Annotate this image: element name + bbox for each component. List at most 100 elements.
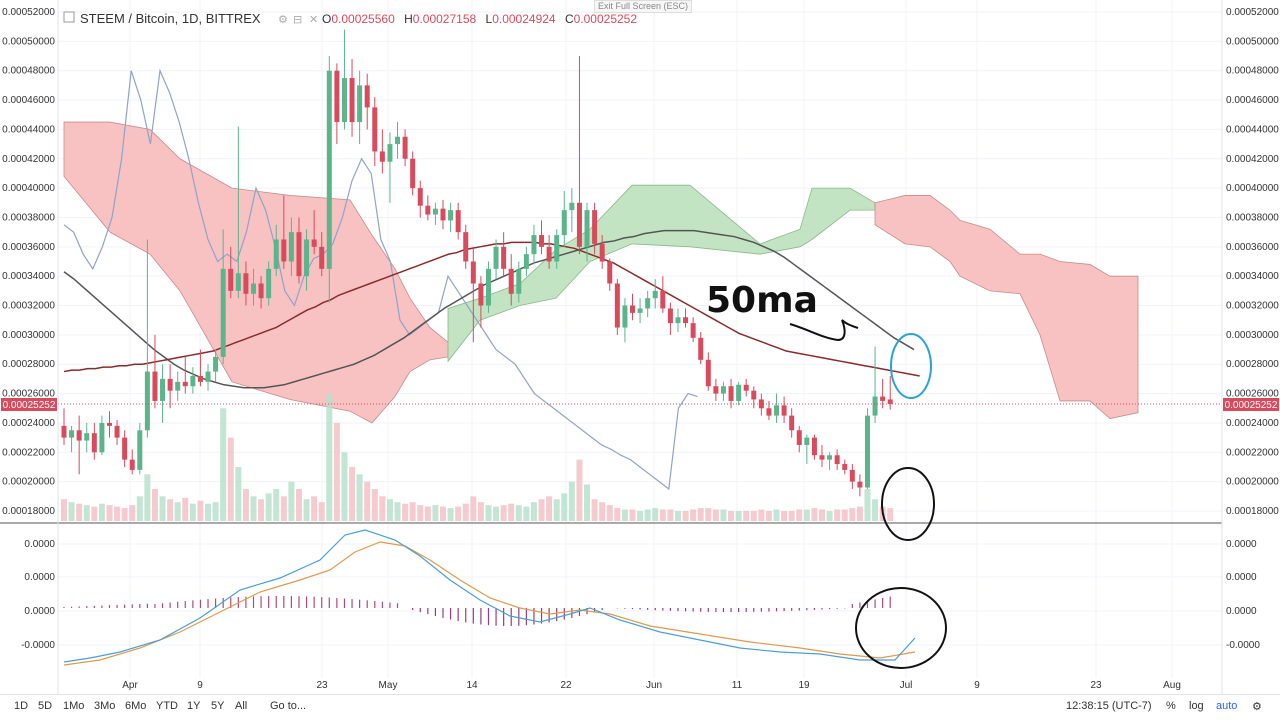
time-tick: 14 — [466, 680, 478, 691]
candle-body — [190, 375, 196, 387]
volume-bar — [91, 506, 98, 521]
volume-bar — [485, 505, 492, 521]
candle-body — [478, 283, 484, 306]
volume-bar — [265, 493, 272, 521]
auto-toggle[interactable]: auto — [1216, 700, 1238, 712]
macd-tick-right: 0.0000 — [1226, 572, 1257, 583]
candle-body — [781, 405, 787, 416]
timeframe-5d[interactable]: 5D — [38, 700, 53, 712]
candle-body — [751, 390, 757, 400]
volume-bar — [735, 511, 742, 521]
volume-bar — [606, 505, 613, 521]
hide-icon[interactable]: ⊟ — [293, 13, 302, 26]
volume-bar — [273, 488, 280, 521]
candle-body — [607, 261, 613, 284]
volume-bar — [591, 499, 598, 521]
price-tick-left: 0.00020000 — [2, 477, 55, 488]
timeframe-6mo[interactable]: 6Mo — [125, 700, 147, 712]
price-tick-right: 0.00046000 — [1226, 95, 1279, 106]
candle-body — [834, 455, 840, 465]
macd-tick-left: -0.0000 — [21, 640, 55, 651]
timeframe-5y[interactable]: 5Y — [211, 700, 225, 712]
timeframe-1y[interactable]: 1Y — [187, 700, 201, 712]
log-toggle[interactable]: log — [1189, 700, 1204, 712]
price-tick-left: 0.00036000 — [2, 242, 55, 253]
lagging-span — [63, 68, 698, 491]
volume-bar — [417, 505, 424, 521]
gear-icon[interactable]: ⚙ — [1252, 700, 1262, 713]
candle-body — [288, 232, 294, 262]
volume-bar — [765, 511, 772, 521]
timeframe-3mo[interactable]: 3Mo — [94, 700, 116, 712]
volume-bar — [750, 511, 757, 521]
volume-bar — [121, 508, 128, 521]
price-tick-right: 0.00018000 — [1226, 506, 1279, 517]
timeframe-all[interactable]: All — [235, 700, 248, 712]
price-tick-right: 0.00028000 — [1226, 359, 1279, 370]
macd-signal-line — [63, 541, 916, 666]
price-axis-left[interactable]: 0.00052000 0.00050000 0.00048000 0.00046000… — [2, 7, 55, 517]
price-axis-right[interactable]: 0.00052000 0.00050000 0.00048000 0.00046000… — [1226, 7, 1279, 517]
candle-body — [698, 337, 704, 360]
collapse-icon[interactable] — [63, 11, 75, 23]
candle-body — [622, 305, 628, 328]
volume-bar — [644, 509, 651, 521]
volume-bar — [712, 509, 719, 521]
candle-body — [675, 317, 681, 324]
time-tick: Jul — [900, 680, 913, 691]
macd-tick-right: 0.0000 — [1226, 606, 1257, 617]
macd-tick-left: 0.0000 — [24, 606, 55, 617]
candle-body — [379, 151, 385, 162]
volume-bar — [584, 484, 591, 521]
candle-body — [425, 205, 431, 215]
volume-bar — [106, 505, 113, 521]
volume-bar — [652, 508, 659, 521]
price-tick-left: 0.00028000 — [2, 359, 55, 370]
candle-body — [728, 386, 734, 401]
volume-bar — [667, 509, 674, 521]
clock-time: 12:38:15 (UTC-7) — [1066, 700, 1152, 712]
volume-bar — [674, 511, 681, 521]
ma-200-line — [63, 241, 920, 377]
timeframe-1d[interactable]: 1D — [14, 700, 29, 712]
candle-body — [228, 268, 234, 291]
volume-bar — [227, 437, 234, 521]
price-tick-right: 0.00024000 — [1226, 418, 1279, 429]
price-tick-left: 0.00034000 — [2, 271, 55, 282]
volume-bar — [856, 506, 863, 521]
price-tick-right: 0.00022000 — [1226, 447, 1279, 458]
low-key: L — [486, 12, 493, 26]
candle-body — [804, 437, 810, 445]
candle-body — [531, 235, 537, 255]
volume-bar — [561, 493, 568, 521]
candle-body — [819, 455, 825, 460]
volume-bar — [174, 502, 181, 521]
candle-body — [872, 396, 878, 416]
volume-bar — [167, 499, 174, 521]
high-key: H — [404, 12, 413, 26]
candle-body — [402, 136, 408, 159]
volume-bar — [849, 508, 856, 521]
time-tick: Apr — [122, 680, 138, 691]
price-tick-left: 0.00040000 — [2, 183, 55, 194]
timeframe-1mo[interactable]: 1Mo — [63, 700, 85, 712]
volume-bar — [341, 452, 348, 521]
volume-bar — [864, 488, 871, 521]
close-icon[interactable]: ✕ — [309, 13, 318, 26]
settings-icon[interactable]: ⚙ — [278, 13, 288, 26]
goto-button[interactable]: Go to... — [270, 700, 307, 712]
volume-bar — [887, 508, 894, 521]
time-tick: 23 — [316, 680, 328, 691]
exit-full-screen-button[interactable]: Exit Full Screen (ESC) — [594, 0, 692, 13]
timeframe-ytd[interactable]: YTD — [156, 700, 178, 712]
time-tick: 23 — [1090, 680, 1102, 691]
candle-body — [811, 437, 817, 456]
candle-body — [470, 261, 476, 284]
volume-bar — [508, 503, 515, 521]
price-chart[interactable]: 0.00052000 0.00050000 0.00048000 0.00046000… — [0, 0, 1280, 694]
time-axis[interactable]: Apr 9 23 May 14 22 Jun 11 19 Jul 9 23 Aug — [122, 680, 1181, 691]
ichimoku-cloud — [63, 121, 1139, 424]
candle-body — [387, 144, 393, 162]
percent-toggle[interactable]: % — [1166, 700, 1176, 712]
price-tick-right: 0.00032000 — [1226, 301, 1279, 312]
